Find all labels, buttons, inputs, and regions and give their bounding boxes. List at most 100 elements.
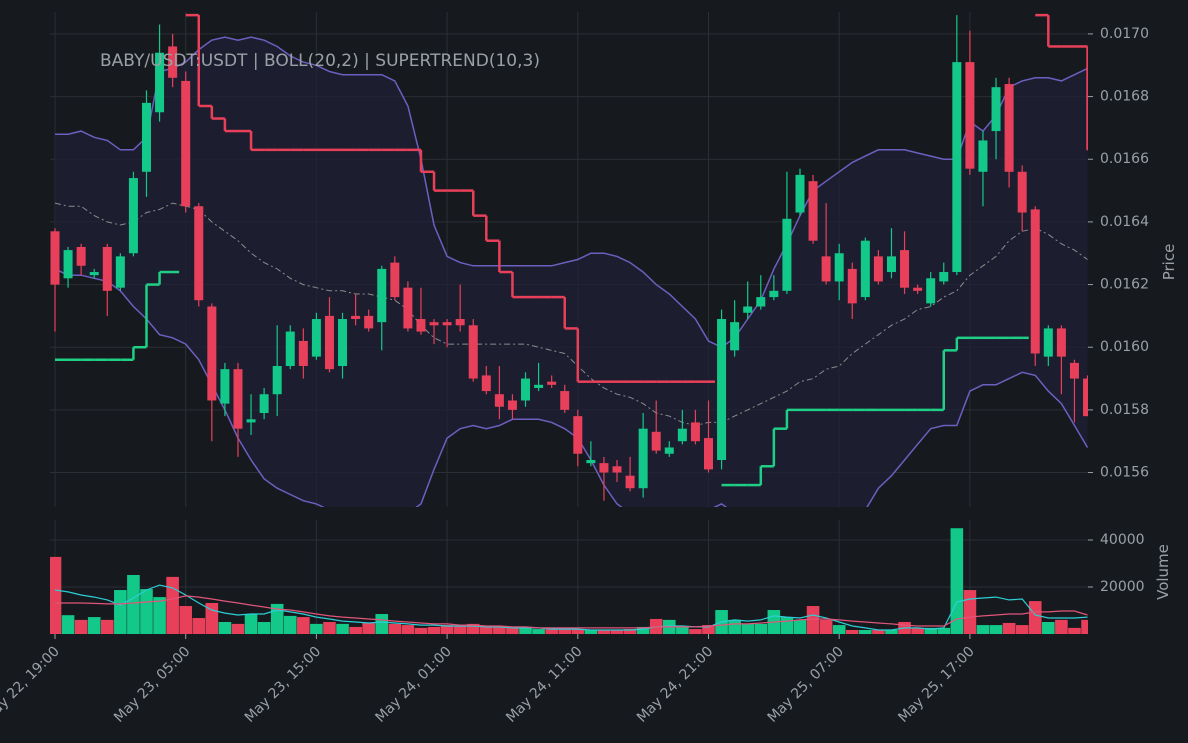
candle-body xyxy=(638,428,648,489)
x-tick-label: May 25, 17:00 xyxy=(895,644,977,726)
candle-body xyxy=(181,80,191,207)
x-tick-label: May 23, 15:00 xyxy=(242,644,324,726)
candle-body xyxy=(612,466,622,473)
volume-bar xyxy=(231,623,245,634)
volume-bar xyxy=(780,617,794,634)
candle-body xyxy=(743,306,753,313)
volume-bar xyxy=(519,626,532,634)
candle-body xyxy=(873,256,883,282)
volume-bar xyxy=(166,576,179,634)
volume-bar xyxy=(676,626,689,634)
volume-bar xyxy=(1002,622,1016,634)
candle-body xyxy=(965,62,975,169)
volume-bar xyxy=(257,622,271,634)
volume-bar xyxy=(885,630,898,634)
volume-bar xyxy=(819,619,833,634)
candle-body xyxy=(141,102,151,172)
candle-body xyxy=(1069,362,1079,379)
candle-body xyxy=(285,331,295,367)
volume-bar xyxy=(793,619,807,634)
band-fill xyxy=(55,37,1088,507)
candle-body xyxy=(782,218,792,291)
candle-body xyxy=(76,246,86,266)
candle-body xyxy=(847,268,857,304)
volume-bar xyxy=(728,619,741,634)
x-tick-label: May 23, 05:00 xyxy=(111,644,193,726)
candle-body xyxy=(704,438,713,470)
volume-bar xyxy=(388,623,402,634)
volume-bar xyxy=(323,622,336,634)
volume-bar xyxy=(480,626,493,634)
x-tick-label: May 25, 07:00 xyxy=(765,644,847,726)
candle-body xyxy=(272,366,282,395)
y-tick-label: 40000 xyxy=(1100,532,1145,548)
y-axis-label: Price xyxy=(1160,244,1178,281)
volume-bar xyxy=(558,629,572,634)
volume-bar xyxy=(466,623,480,634)
y-tick-label: 0.0160 xyxy=(1100,339,1149,355)
candle-body xyxy=(246,419,256,423)
candle-body xyxy=(155,52,165,113)
volume-bar xyxy=(453,626,467,634)
candle-body xyxy=(560,391,570,410)
y-tick-label: 0.0166 xyxy=(1100,151,1149,167)
candle-body xyxy=(377,268,387,323)
candle-body xyxy=(1083,378,1088,417)
candle-body xyxy=(795,174,805,213)
candle-body xyxy=(860,240,870,298)
candle-body xyxy=(442,322,452,326)
y-axis-label: Volume xyxy=(1154,544,1172,600)
candle-body xyxy=(677,428,687,442)
candle-body xyxy=(991,87,1001,132)
candle-body xyxy=(900,250,910,288)
candle-body xyxy=(298,340,308,367)
volume-bar xyxy=(506,627,519,634)
candle-body xyxy=(429,322,439,326)
y-tick-label: 0.0162 xyxy=(1100,277,1149,293)
bollinger-middle xyxy=(54,202,1088,427)
candle-body xyxy=(1030,209,1040,354)
volume-bar xyxy=(440,625,454,634)
candle-body xyxy=(834,253,844,282)
volume-bar xyxy=(610,630,624,634)
volume-bar xyxy=(297,617,310,634)
volume-bar xyxy=(1015,625,1029,634)
volume-bar xyxy=(597,630,611,634)
candle-body xyxy=(1004,84,1014,172)
volume-bar xyxy=(283,615,297,634)
x-tick-label: May 22, 19:00 xyxy=(0,644,63,726)
candle-body xyxy=(521,378,531,401)
volume-bar xyxy=(571,629,585,634)
volume-bar xyxy=(872,630,885,634)
candle-body xyxy=(102,246,112,291)
candle-body xyxy=(534,384,544,388)
volume-bar xyxy=(1028,601,1042,634)
candle-body xyxy=(220,369,230,404)
y-tick-label: 0.0170 xyxy=(1100,26,1149,42)
volume-bar xyxy=(963,590,977,634)
candle-body xyxy=(1043,328,1053,357)
candle-body xyxy=(416,319,426,332)
candle-body xyxy=(207,306,217,401)
candle-body xyxy=(364,315,374,329)
candle-body xyxy=(128,178,138,254)
candle-body xyxy=(194,206,204,301)
candle-body xyxy=(625,475,635,489)
x-tick-label: May 24, 01:00 xyxy=(373,644,455,726)
candle-body xyxy=(808,181,818,241)
candle-body xyxy=(233,369,243,429)
candle-body xyxy=(730,322,740,351)
volume-bar xyxy=(153,597,166,634)
volume-bar xyxy=(336,623,349,634)
volume-bar xyxy=(584,630,598,634)
y-tick-label: 0.0164 xyxy=(1100,214,1149,230)
candle-body xyxy=(338,319,348,367)
candle-body xyxy=(390,262,400,298)
candle-body xyxy=(978,140,988,172)
volume-bar xyxy=(61,615,75,634)
candle-body xyxy=(926,278,936,304)
volume-bar xyxy=(401,625,415,634)
volume-bar xyxy=(532,629,545,634)
volume-panel xyxy=(50,528,1088,634)
